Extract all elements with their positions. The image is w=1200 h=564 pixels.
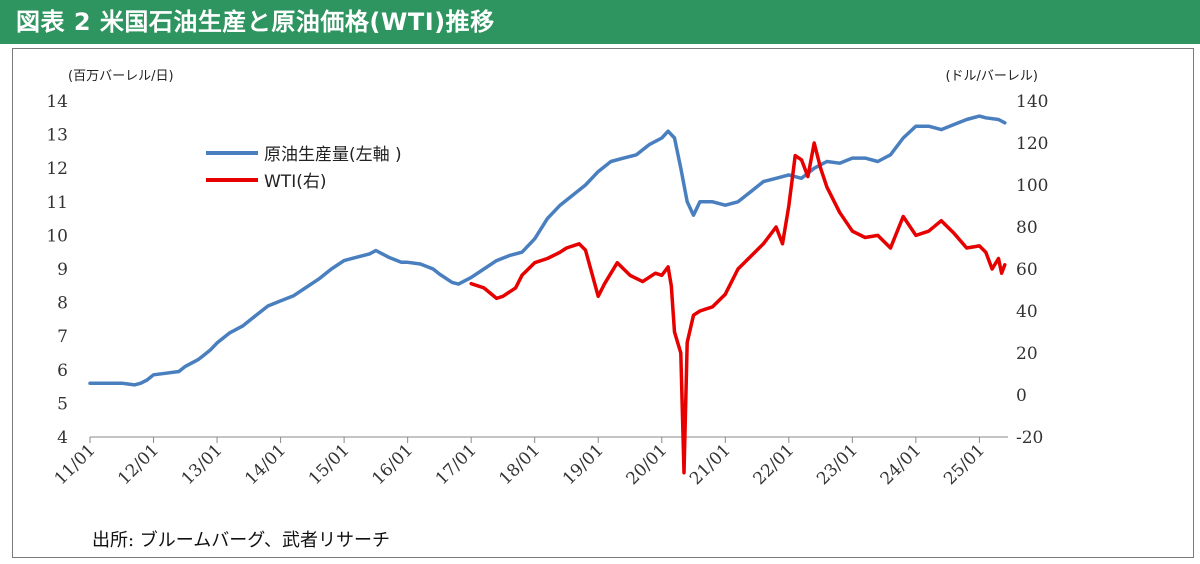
series-wti-line: [469, 141, 1007, 475]
left-tick-label: 4: [57, 428, 68, 448]
right-tick-label: 80: [1016, 218, 1038, 238]
source-note: 出所: ブルームバーグ、武者リサーチ: [92, 530, 390, 551]
x-tick-label: 22/01: [750, 440, 799, 489]
x-tick-label: 23/01: [813, 440, 862, 489]
right-tick-label: 20: [1016, 344, 1038, 364]
x-tick-label: 20/01: [623, 440, 672, 489]
right-tick-label: -20: [1016, 428, 1043, 448]
x-tick-label: 14/01: [241, 440, 290, 489]
series-group: [88, 114, 1007, 475]
x-tick-label: 18/01: [495, 440, 544, 489]
left-tick-label: 13: [46, 126, 68, 146]
x-tick-label: 21/01: [686, 440, 735, 489]
right-tick-label: 60: [1016, 260, 1038, 280]
series-production-line: [88, 114, 1007, 387]
x-tick-label: 24/01: [877, 440, 926, 489]
right-tick-label: 40: [1016, 302, 1038, 322]
legend-production-label: 原油生産量(左軸 ): [264, 145, 402, 165]
legend-wti-label: WTI(右): [264, 172, 326, 192]
x-tick-label: 25/01: [940, 440, 989, 489]
legend: 原油生産量(左軸 ) WTI(右): [206, 145, 402, 192]
right-tick-label: 140: [1016, 92, 1048, 112]
x-tick-label: 15/01: [305, 440, 354, 489]
chart-frame: [12, 48, 1194, 558]
axes: 4567891011121314-2002040608010012014011/…: [46, 92, 1048, 489]
x-tick-label: 17/01: [432, 440, 481, 489]
right-tick-label: 0: [1016, 386, 1027, 406]
left-tick-label: 7: [57, 327, 68, 347]
left-axis-unit-label: (百万バーレル/日): [68, 69, 174, 84]
page-title: 図表 2 米国石油生産と原油価格(WTI)推移: [0, 0, 1200, 44]
x-tick-label: 16/01: [368, 440, 417, 489]
left-tick-label: 14: [46, 92, 68, 112]
x-tick-label: 12/01: [114, 440, 163, 489]
right-axis-unit-label: (ドル/バーレル): [945, 69, 1038, 84]
right-tick-label: 120: [1016, 134, 1048, 154]
left-tick-label: 8: [57, 294, 68, 314]
x-tick-label: 13/01: [178, 440, 227, 489]
x-tick-label: 19/01: [559, 440, 608, 489]
right-tick-label: 100: [1016, 176, 1048, 196]
left-tick-label: 12: [46, 159, 68, 179]
left-tick-label: 6: [57, 361, 68, 381]
left-tick-label: 9: [57, 260, 68, 280]
left-tick-label: 10: [46, 226, 68, 246]
left-tick-label: 11: [46, 193, 68, 213]
left-tick-label: 5: [57, 394, 68, 414]
